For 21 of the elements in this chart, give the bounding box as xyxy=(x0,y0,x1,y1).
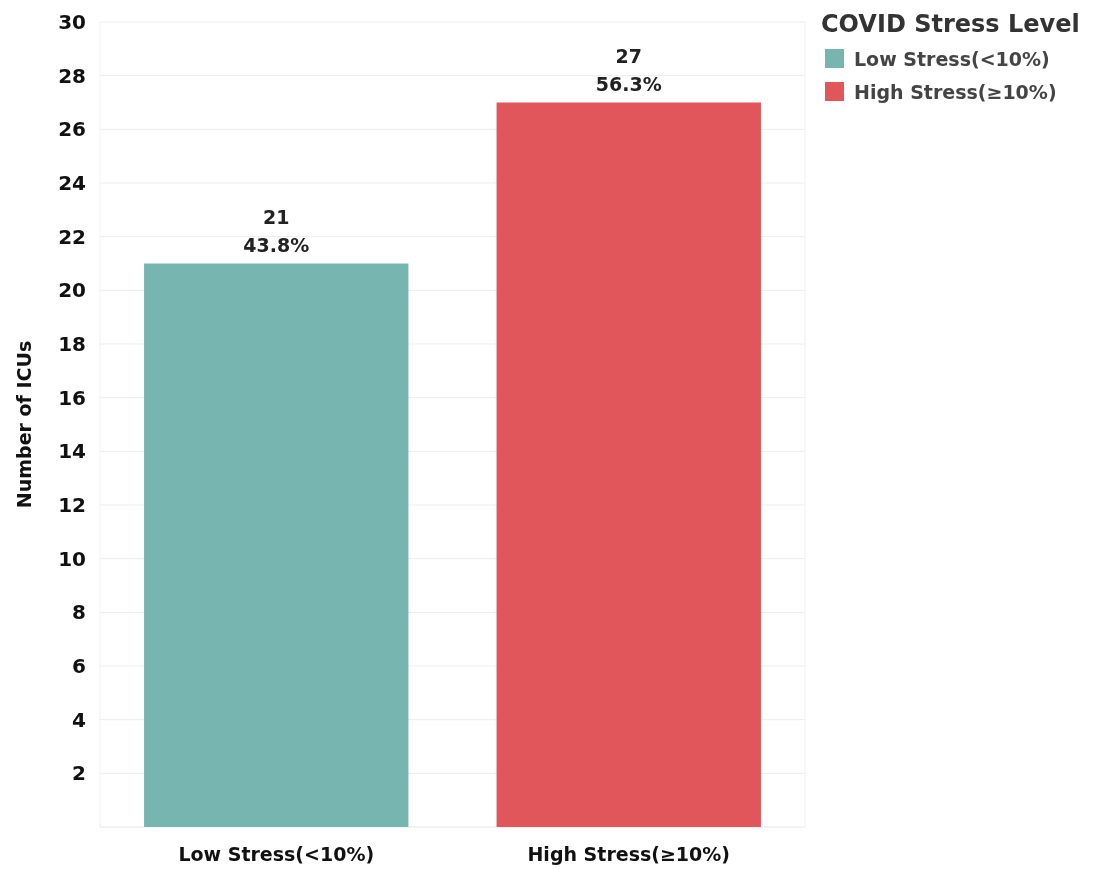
y-tick-label: 30 xyxy=(58,10,86,34)
y-tick-label: 28 xyxy=(58,63,86,88)
y-tick-label: 4 xyxy=(72,707,86,732)
y-tick-label: 10 xyxy=(58,546,86,571)
y-tick-label: 18 xyxy=(58,332,86,356)
y-tick-label: 26 xyxy=(58,117,86,142)
y-tick-label: 8 xyxy=(72,600,86,625)
y-tick-label: 12 xyxy=(58,493,86,517)
y-tick-label: 14 xyxy=(58,439,86,464)
data-label: 27 56.3% xyxy=(595,44,662,95)
legend-label: Low Stress(<10%) xyxy=(854,47,1050,70)
legend-label: High Stress(≥10%) xyxy=(854,80,1057,103)
y-tick-label: 24 xyxy=(58,171,86,195)
y-tick-label: 2 xyxy=(72,761,86,786)
y-axis-title: Number of ICUs xyxy=(13,340,35,509)
y-tick-label: 22 xyxy=(58,224,86,249)
legend-title: COVID Stress Level xyxy=(821,10,1080,38)
y-tick-label: 16 xyxy=(58,385,86,410)
data-label: 21 43.8% xyxy=(243,205,310,256)
y-tick-label: 6 xyxy=(72,654,86,678)
y-tick-label: 20 xyxy=(58,278,86,303)
